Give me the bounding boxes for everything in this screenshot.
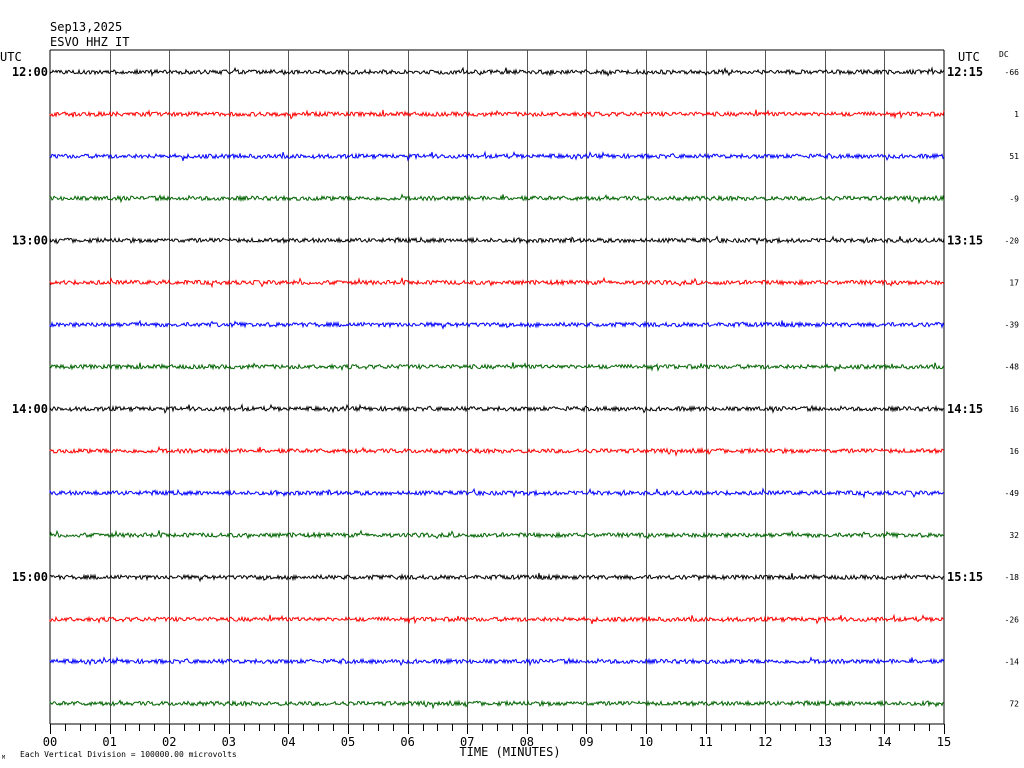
trace-line [49, 193, 945, 205]
left-time-label: 14:00 [12, 402, 48, 416]
x-axis-title: TIME (MINUTES) [459, 745, 560, 759]
x-tick-label: 04 [281, 735, 295, 749]
dc-offset-label: 16 [1009, 405, 1019, 414]
x-tick-label: 12 [758, 735, 772, 749]
station-label: ESVO HHZ IT [50, 35, 129, 49]
x-tick-label: 02 [162, 735, 176, 749]
dc-offset-label: -49 [1005, 489, 1020, 498]
dc-offset-label: -26 [1005, 615, 1020, 624]
grid-layer [49, 49, 945, 734]
x-tick-label: 01 [102, 735, 116, 749]
x-tick-label: 09 [579, 735, 593, 749]
trace-line [49, 276, 945, 289]
trace-line [49, 403, 945, 415]
corner-mark: M [2, 755, 5, 761]
left-time-label: 13:00 [12, 233, 48, 247]
dc-offset-label: -18 [1005, 573, 1020, 582]
x-tick-label: 03 [222, 735, 236, 749]
x-tick-label: 15 [937, 735, 951, 749]
x-tick-label: 06 [400, 735, 414, 749]
trace-line [49, 656, 945, 667]
trace-line [49, 109, 945, 120]
dc-offset-label: -20 [1005, 236, 1020, 245]
dc-offset-label: -66 [1005, 68, 1020, 77]
dc-offset-label: -14 [1005, 657, 1020, 666]
x-tick-label: 07 [460, 735, 474, 749]
x-tick-label: 10 [639, 735, 653, 749]
x-tick-label: 00 [43, 735, 57, 749]
dc-offset-label: -9 [1009, 194, 1019, 203]
trace-line [49, 613, 945, 625]
right-time-label: 12:15 [947, 65, 983, 79]
trace-line [49, 699, 945, 710]
trace-line [49, 529, 945, 540]
right-time-label: 14:15 [947, 402, 983, 416]
x-tick-label: 08 [520, 735, 534, 749]
dc-offset-label: 51 [1009, 152, 1019, 161]
date-label: Sep13,2025 [50, 20, 122, 34]
x-tick-label: 11 [698, 735, 712, 749]
dc-offset-label: 72 [1009, 700, 1019, 709]
right-time-label: 13:15 [947, 233, 983, 247]
dc-offset-label: 16 [1009, 447, 1019, 456]
dc-label: DC [999, 50, 1009, 59]
trace-line [49, 150, 945, 162]
dc-offset-label: 17 [1009, 279, 1019, 288]
dc-offset-label: -48 [1005, 363, 1020, 372]
trace-line [49, 66, 945, 77]
left-time-label: 12:00 [12, 65, 48, 79]
label-layer: 00 01 02 03 04 05 06 07 08 09 10 11 12 13 14 15 -66 1 51 -9… [12, 65, 1019, 749]
dc-offset-label: -39 [1005, 321, 1020, 330]
utc-left-label: UTC [0, 50, 22, 64]
right-time-label: 15:15 [947, 570, 983, 584]
x-tick-label: 14 [877, 735, 891, 749]
x-tick-label: 05 [341, 735, 355, 749]
left-time-label: 15:00 [12, 570, 48, 584]
trace-line [49, 445, 945, 458]
trace-line [49, 235, 945, 246]
trace-layer [49, 66, 945, 710]
trace-line [49, 319, 945, 330]
dc-offset-label: 32 [1009, 531, 1019, 540]
dc-offset-label: 1 [1014, 110, 1019, 119]
trace-line [49, 487, 945, 499]
utc-right-label: UTC [958, 50, 980, 64]
trace-line [49, 572, 945, 583]
scale-note: Each Vertical Division = 100000.00 micro… [20, 750, 237, 759]
trace-line [49, 362, 945, 372]
x-tick-label: 13 [818, 735, 832, 749]
